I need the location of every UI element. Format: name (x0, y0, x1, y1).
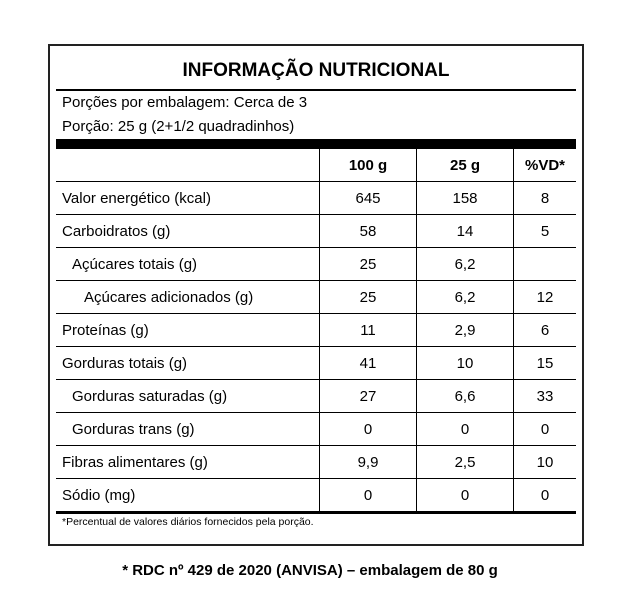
nutrient-label: Açúcares totais (g) (56, 247, 320, 281)
nutrient-label (56, 149, 320, 182)
table-row: Proteínas (g) 11 2,9 6 (56, 313, 576, 347)
table-cell: 10 (513, 445, 576, 479)
table-cell: 100 g (319, 149, 417, 182)
table-cell: 58 (319, 214, 417, 248)
table-row: Gorduras totais (g) 41 10 15 (56, 346, 576, 380)
table-cell: 14 (416, 214, 514, 248)
nutrition-facts-panel: INFORMAÇÃO NUTRICIONAL Porções por embal… (48, 44, 584, 546)
table-cell: 8 (513, 181, 576, 215)
nutrient-label: Sódio (mg) (56, 478, 320, 514)
table-row: Gorduras saturadas (g) 27 6,6 33 (56, 379, 576, 413)
table-cell: 27 (319, 379, 417, 413)
nutrient-label: Valor energético (kcal) (56, 181, 320, 215)
table-header-row: 100 g 25 g %VD* (56, 149, 576, 182)
table-cell: 0 (416, 412, 514, 446)
table-cell: 9,9 (319, 445, 417, 479)
table-cell: 6,6 (416, 379, 514, 413)
table-cell: 33 (513, 379, 576, 413)
footnote: *Percentual de valores diários fornecido… (62, 516, 314, 528)
table-cell: 25 (319, 247, 417, 281)
table-cell: 5 (513, 214, 576, 248)
nutrient-label: Gorduras totais (g) (56, 346, 320, 380)
serving-size: Porção: 25 g (2+1/2 quadradinhos) (62, 118, 295, 135)
table-row: Açúcares totais (g) 25 6,2 (56, 247, 576, 281)
table-row: Açúcares adicionados (g) 25 6,2 12 (56, 280, 576, 314)
table-cell: 6,2 (416, 280, 514, 314)
servings-per-package: Porções por embalagem: Cerca de 3 (62, 94, 308, 111)
caption: * RDC nº 429 de 2020 (ANVISA) – embalage… (122, 562, 498, 579)
table-cell: 25 (319, 280, 417, 314)
nutrient-label: Fibras alimentares (g) (56, 445, 320, 479)
table-cell: 0 (513, 478, 576, 514)
table-row: Sódio (mg) 0 0 0 (56, 478, 576, 514)
nutrient-label: Gorduras trans (g) (56, 412, 320, 446)
table-cell: 0 (319, 412, 417, 446)
nutrient-label: Proteínas (g) (56, 313, 320, 347)
nutrition-table: 100 g 25 g %VD* Valor energético (kcal) 645 1… (56, 149, 576, 514)
table-row: Valor energético (kcal) 645 158 8 (56, 181, 576, 215)
table-cell: 10 (416, 346, 514, 380)
table-cell: 25 g (416, 149, 514, 182)
table-cell: 0 (319, 478, 417, 514)
thick-divider (56, 139, 576, 149)
table-cell: %VD* (513, 149, 576, 182)
divider (56, 89, 576, 91)
table-cell: 158 (416, 181, 514, 215)
table-cell: 41 (319, 346, 417, 380)
table-cell: 6 (513, 313, 576, 347)
table-cell: 11 (319, 313, 417, 347)
nutrient-label: Carboidratos (g) (56, 214, 320, 248)
table-row: Fibras alimentares (g) 9,9 2,5 10 (56, 445, 576, 479)
table-cell: 12 (513, 280, 576, 314)
table-cell: 2,5 (416, 445, 514, 479)
table-cell: 2,9 (416, 313, 514, 347)
table-row: Gorduras trans (g) 0 0 0 (56, 412, 576, 446)
nutrient-label: Gorduras saturadas (g) (56, 379, 320, 413)
table-cell: 645 (319, 181, 417, 215)
panel-title: INFORMAÇÃO NUTRICIONAL (182, 60, 450, 81)
table-cell: 6,2 (416, 247, 514, 281)
table-cell: 0 (513, 412, 576, 446)
table-row: Carboidratos (g) 58 14 5 (56, 214, 576, 248)
table-cell (513, 247, 576, 281)
table-cell: 15 (513, 346, 576, 380)
table-cell: 0 (416, 478, 514, 514)
nutrient-label: Açúcares adicionados (g) (56, 280, 320, 314)
